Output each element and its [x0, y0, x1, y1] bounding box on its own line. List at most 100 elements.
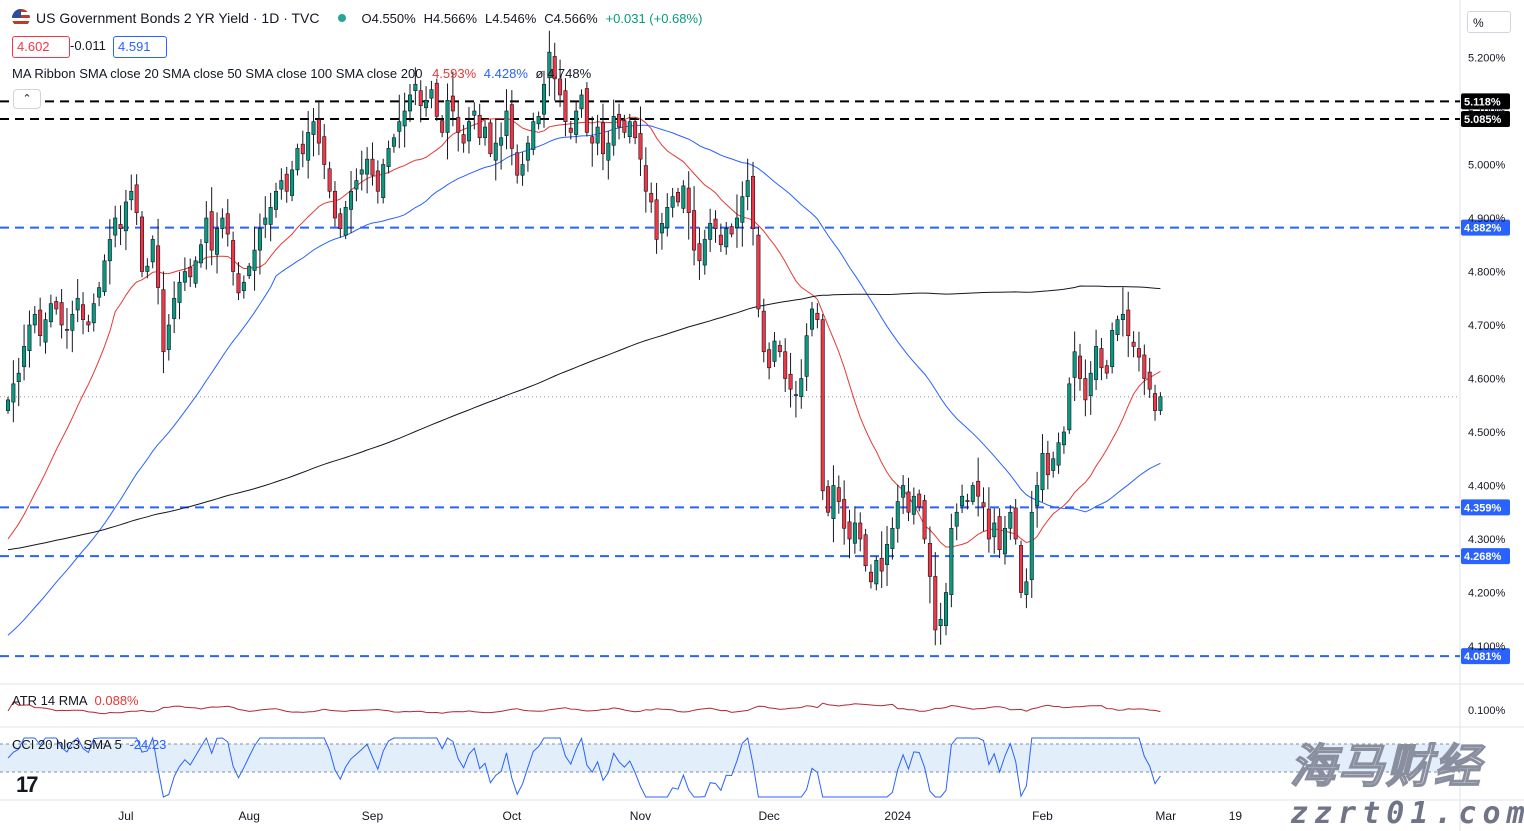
- candle-body: [1142, 354, 1147, 379]
- candle-body: [901, 485, 906, 498]
- candle-body: [6, 399, 11, 411]
- candle-body: [456, 117, 461, 133]
- candle-body: [134, 184, 139, 213]
- candle-body: [981, 502, 986, 508]
- candle-body: [1035, 485, 1040, 507]
- sma50-line: [7, 124, 1161, 636]
- candle-body: [1120, 313, 1125, 320]
- ma-ribbon-legend[interactable]: MA Ribbon SMA close 20 SMA close 50 SMA …: [12, 66, 591, 81]
- level-tag: [1461, 93, 1510, 110]
- candle-body: [397, 121, 402, 132]
- level-tag: [1461, 111, 1510, 128]
- candle-body: [515, 152, 520, 176]
- candle-body: [1024, 581, 1029, 595]
- cci-label: CCI 20 hlc3 SMA 5: [12, 737, 122, 752]
- scale-unit-selector[interactable]: %: [1467, 11, 1511, 33]
- candle-body: [938, 618, 943, 626]
- y-tick-label: 4.200%: [1468, 588, 1506, 600]
- candle-body: [391, 137, 396, 147]
- us-flag-icon: [12, 9, 30, 27]
- candle-body: [826, 486, 831, 513]
- candle-body: [520, 164, 525, 176]
- candle-body: [1029, 511, 1034, 580]
- candle-body: [611, 116, 616, 146]
- candle-body: [27, 324, 32, 351]
- candle-body: [965, 500, 970, 502]
- candle-body: [558, 78, 563, 96]
- cci-legend[interactable]: CCI 20 hlc3 SMA 5 -24.23: [12, 737, 166, 752]
- candle-body: [1147, 371, 1152, 390]
- candle-body: [273, 190, 278, 210]
- symbol-title[interactable]: US Government Bonds 2 YR Yield · 1D · TV…: [36, 10, 320, 26]
- candle-body: [868, 571, 873, 583]
- candle-body: [483, 126, 488, 139]
- x-tick-label: 2024: [884, 809, 911, 823]
- candle-body: [461, 134, 466, 144]
- time-axis: Jul Aug Sep Oct Nov Dec 2024 Feb Mar 19: [118, 809, 1242, 823]
- atr-legend[interactable]: ATR 14 RMA 0.088%: [12, 693, 139, 708]
- candle-body: [81, 304, 86, 320]
- candle-body: [531, 121, 536, 150]
- candle-body: [863, 534, 868, 567]
- x-tick-label: Aug: [239, 809, 260, 823]
- collapse-legend-button[interactable]: ⌃: [13, 89, 41, 109]
- candle-body: [198, 244, 203, 264]
- candle-body: [1110, 330, 1115, 368]
- candle-body: [713, 218, 718, 230]
- candle-body: [418, 90, 423, 106]
- candle-body: [375, 170, 380, 192]
- candle-body: [590, 136, 595, 144]
- buy-price-button[interactable]: 4.591: [113, 36, 167, 58]
- sell-price-button[interactable]: 4.602: [12, 36, 70, 58]
- candle-body: [488, 122, 493, 155]
- candle-body: [1051, 458, 1056, 471]
- level-tag-label: 5.118%: [1464, 96, 1501, 108]
- level-tag: [1461, 499, 1510, 516]
- candle-body: [992, 522, 997, 538]
- y-tick-label: 4.500%: [1468, 427, 1506, 439]
- candle-body: [450, 95, 455, 112]
- candle-body: [772, 340, 777, 362]
- candle-body: [670, 196, 675, 208]
- candle-body: [1131, 341, 1136, 347]
- candle-body: [247, 265, 252, 277]
- candle-body: [354, 180, 359, 190]
- candle-body: [86, 321, 91, 326]
- candle-body: [686, 187, 691, 213]
- candle-body: [429, 89, 434, 99]
- candle-body: [692, 210, 697, 251]
- candle-body: [708, 223, 713, 240]
- candle-body: [434, 82, 439, 117]
- candle-body: [209, 211, 214, 251]
- candle-body: [793, 394, 798, 396]
- sma200-value: ø 4.748%: [535, 66, 592, 81]
- candle-body: [43, 319, 48, 343]
- candle-body: [874, 560, 879, 585]
- candle-body: [1158, 396, 1163, 411]
- y-tick-label: 4.800%: [1468, 267, 1506, 279]
- candle-body: [890, 527, 895, 549]
- y-tick-label: 4.700%: [1468, 320, 1506, 332]
- candle-body: [783, 351, 788, 379]
- candle-body: [541, 83, 546, 115]
- candle-body: [381, 164, 386, 198]
- candle-body: [836, 487, 841, 502]
- candle-body: [606, 142, 611, 161]
- candle-body: [852, 522, 857, 544]
- cci-line: [7, 736, 1161, 798]
- high-value: H4.566%: [423, 11, 478, 26]
- candle-body: [1061, 431, 1066, 446]
- candle-body: [665, 207, 670, 228]
- sma20-line: [7, 116, 1161, 548]
- candle-body: [815, 312, 820, 320]
- candle-body: [1126, 309, 1131, 336]
- candle-body: [370, 158, 375, 176]
- candle-body: [22, 346, 27, 368]
- level-tag-label: 4.268%: [1464, 551, 1502, 563]
- candle-body: [1008, 511, 1013, 529]
- candle-body: [809, 308, 814, 330]
- candle-body: [402, 110, 407, 127]
- candle-body: [295, 148, 300, 171]
- candle-body: [997, 516, 1002, 551]
